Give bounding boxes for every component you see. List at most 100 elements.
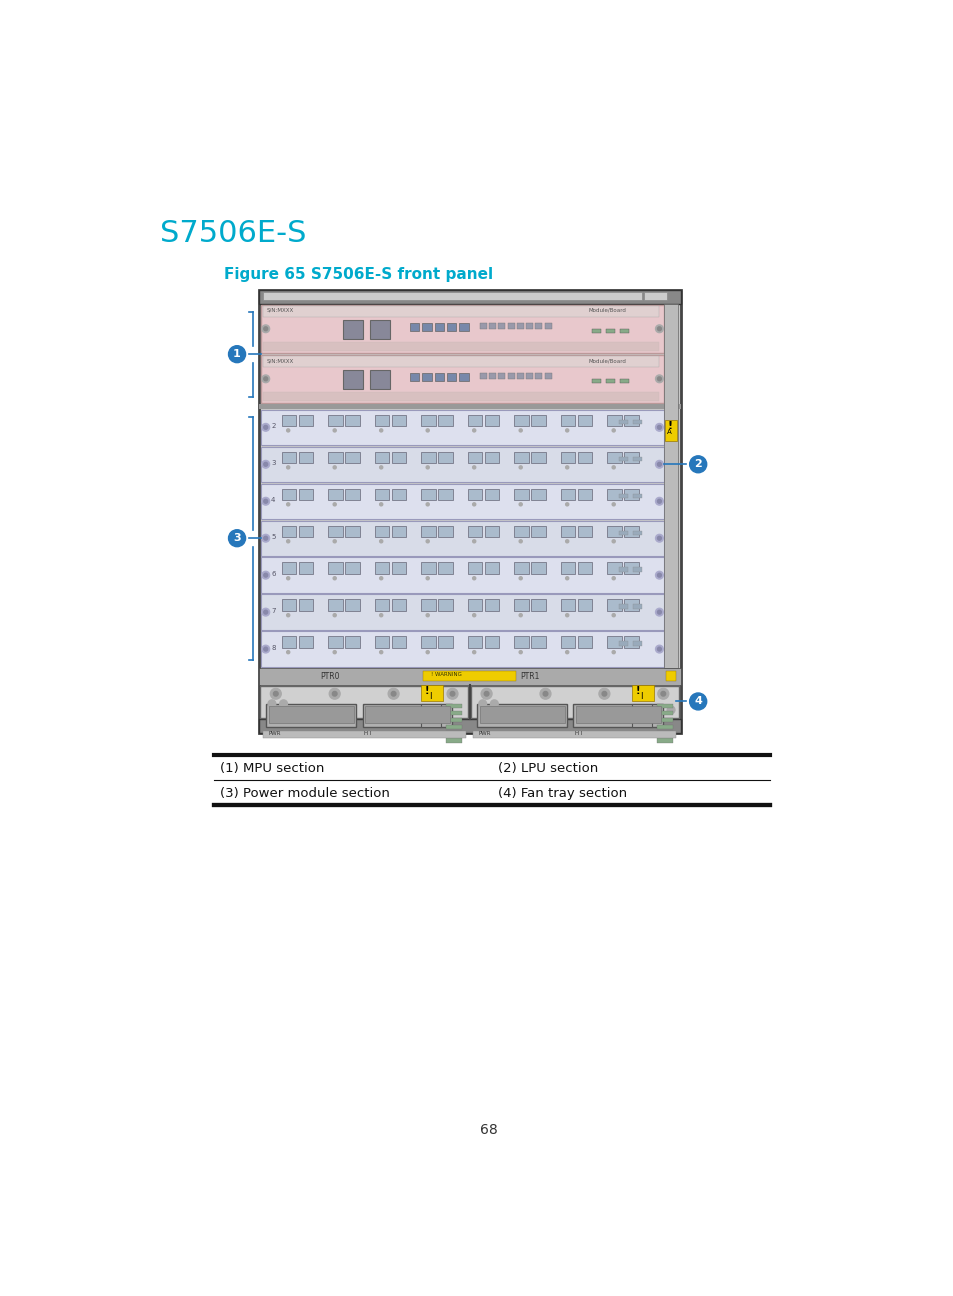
Circle shape xyxy=(518,539,521,543)
Bar xyxy=(573,704,662,727)
Circle shape xyxy=(333,465,335,469)
FancyBboxPatch shape xyxy=(375,525,389,537)
Bar xyxy=(421,684,443,701)
FancyBboxPatch shape xyxy=(514,636,528,648)
Bar xyxy=(266,704,356,727)
Circle shape xyxy=(565,577,568,579)
Text: 4: 4 xyxy=(694,696,701,706)
Circle shape xyxy=(261,375,270,382)
FancyBboxPatch shape xyxy=(281,600,296,610)
Circle shape xyxy=(379,429,382,432)
Bar xyxy=(471,686,679,718)
Circle shape xyxy=(264,499,268,503)
Bar xyxy=(447,373,456,381)
FancyBboxPatch shape xyxy=(606,525,621,537)
FancyBboxPatch shape xyxy=(298,562,313,574)
Circle shape xyxy=(612,429,615,432)
Text: 4: 4 xyxy=(271,498,275,503)
Circle shape xyxy=(333,539,335,543)
Circle shape xyxy=(426,614,429,617)
Circle shape xyxy=(472,429,476,432)
Circle shape xyxy=(472,614,476,617)
FancyBboxPatch shape xyxy=(281,489,296,500)
Bar xyxy=(488,324,496,329)
FancyBboxPatch shape xyxy=(467,525,482,537)
FancyBboxPatch shape xyxy=(375,600,389,610)
Text: H I: H I xyxy=(364,731,372,736)
Bar xyxy=(258,719,680,734)
Bar xyxy=(633,420,641,424)
Text: 68: 68 xyxy=(479,1122,497,1137)
FancyBboxPatch shape xyxy=(328,415,342,426)
Circle shape xyxy=(655,375,662,382)
FancyBboxPatch shape xyxy=(484,525,498,537)
Bar xyxy=(263,391,658,402)
Bar xyxy=(447,324,456,330)
Circle shape xyxy=(261,325,270,333)
Bar xyxy=(263,342,658,351)
Bar xyxy=(446,739,461,743)
Circle shape xyxy=(264,463,268,467)
Circle shape xyxy=(229,530,245,547)
FancyBboxPatch shape xyxy=(345,489,359,500)
FancyBboxPatch shape xyxy=(392,600,406,610)
Bar xyxy=(263,356,658,367)
Circle shape xyxy=(388,688,398,699)
FancyBboxPatch shape xyxy=(281,525,296,537)
FancyBboxPatch shape xyxy=(467,415,482,426)
Bar xyxy=(618,456,628,461)
Text: 3: 3 xyxy=(233,533,240,543)
Text: (2) LPU section: (2) LPU section xyxy=(497,762,598,775)
Bar xyxy=(410,324,418,330)
FancyBboxPatch shape xyxy=(328,525,342,537)
Bar xyxy=(544,373,551,378)
FancyBboxPatch shape xyxy=(345,415,359,426)
Circle shape xyxy=(274,692,278,696)
Circle shape xyxy=(518,465,521,469)
Text: 3: 3 xyxy=(271,460,275,467)
FancyBboxPatch shape xyxy=(578,636,592,648)
Bar xyxy=(633,642,641,645)
Circle shape xyxy=(518,651,521,653)
Circle shape xyxy=(612,503,615,505)
Circle shape xyxy=(612,577,615,579)
FancyBboxPatch shape xyxy=(623,636,639,648)
Bar xyxy=(258,404,680,408)
Circle shape xyxy=(329,688,340,699)
FancyBboxPatch shape xyxy=(560,525,575,537)
Circle shape xyxy=(279,700,287,708)
Circle shape xyxy=(286,539,290,543)
FancyBboxPatch shape xyxy=(370,371,390,389)
Circle shape xyxy=(655,645,662,653)
FancyBboxPatch shape xyxy=(578,562,592,574)
Text: S/N:MXXX: S/N:MXXX xyxy=(266,308,294,312)
Bar xyxy=(632,684,654,701)
Circle shape xyxy=(658,688,668,699)
Text: 7: 7 xyxy=(271,608,275,614)
FancyBboxPatch shape xyxy=(578,600,592,610)
FancyBboxPatch shape xyxy=(420,636,436,648)
Bar xyxy=(261,483,663,518)
Text: 2: 2 xyxy=(694,459,701,469)
Bar xyxy=(517,373,523,378)
FancyBboxPatch shape xyxy=(420,525,436,537)
Bar xyxy=(261,447,663,482)
Bar xyxy=(663,305,678,667)
Bar xyxy=(605,378,615,384)
Bar xyxy=(479,373,486,378)
Bar xyxy=(619,378,629,384)
Text: PWR: PWR xyxy=(478,731,491,736)
FancyBboxPatch shape xyxy=(437,525,453,537)
Circle shape xyxy=(426,465,429,469)
Text: 6: 6 xyxy=(271,572,275,577)
FancyBboxPatch shape xyxy=(281,562,296,574)
Circle shape xyxy=(490,700,497,708)
FancyBboxPatch shape xyxy=(531,525,545,537)
FancyBboxPatch shape xyxy=(578,451,592,463)
FancyBboxPatch shape xyxy=(578,489,592,500)
Circle shape xyxy=(379,577,382,579)
Circle shape xyxy=(379,614,382,617)
Text: ! WARNING: ! WARNING xyxy=(431,673,461,678)
Circle shape xyxy=(426,503,429,505)
Text: Module/Board: Module/Board xyxy=(587,358,625,363)
